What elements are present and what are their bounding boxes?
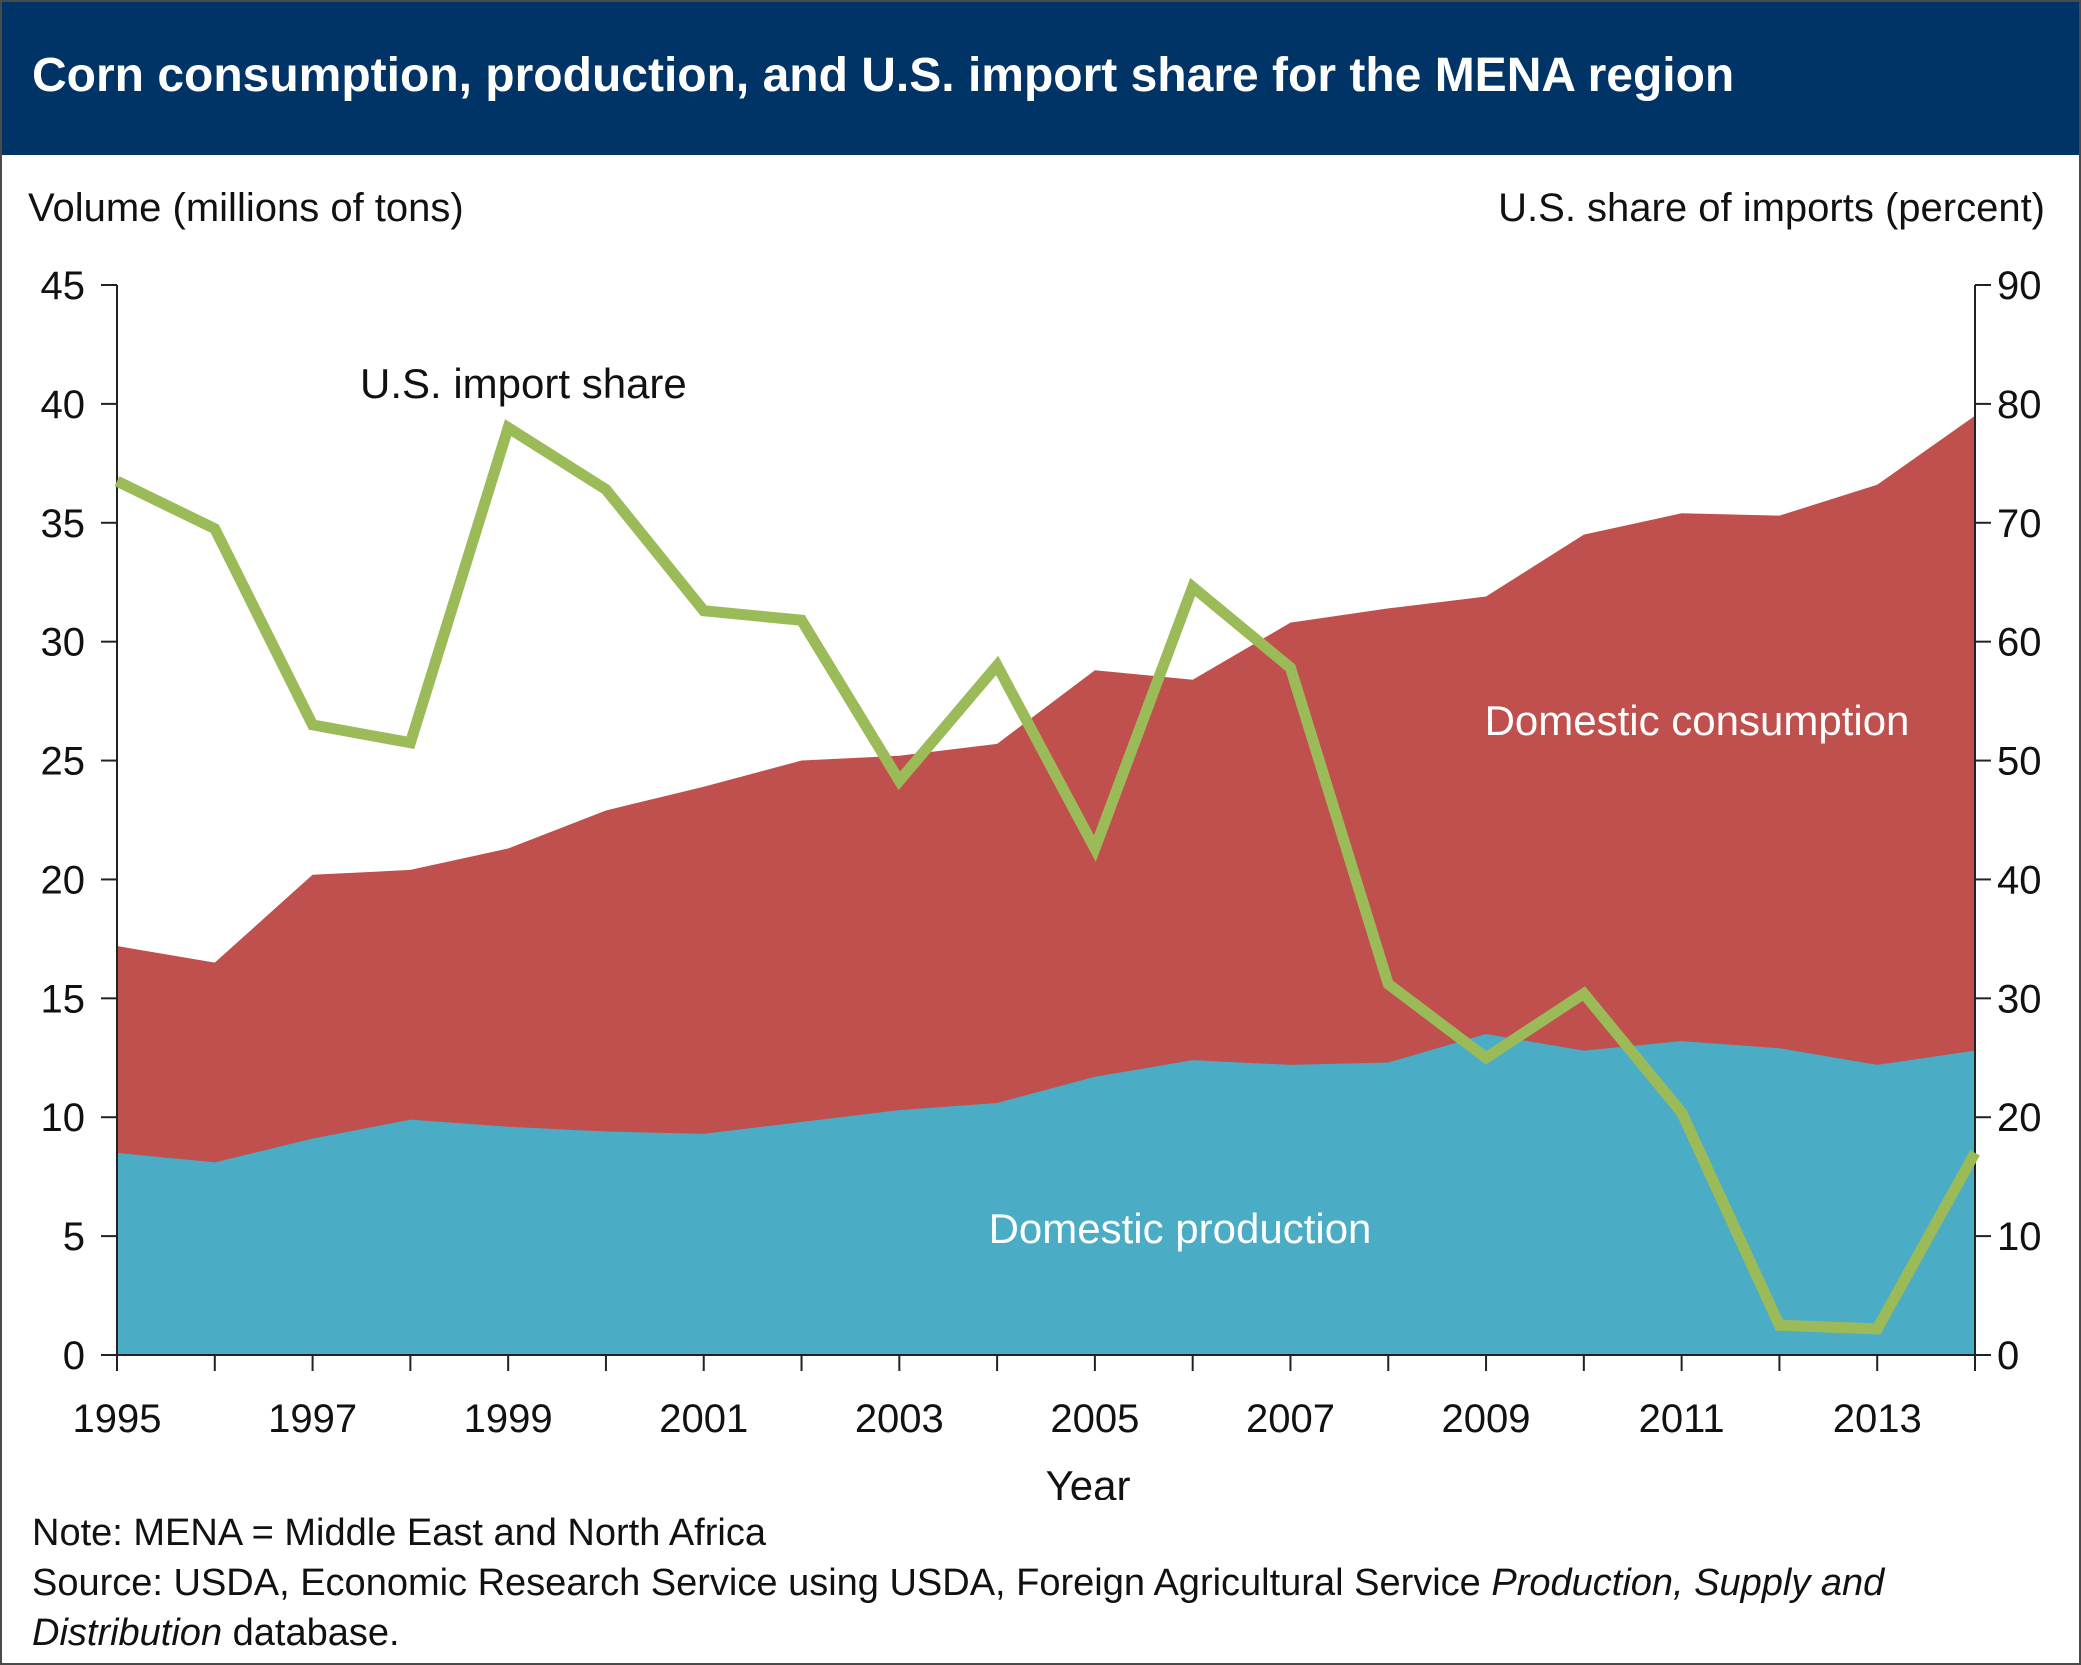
title-bar: Corn consumption, production, and U.S. i…	[0, 0, 2081, 155]
left-tick-label: 25	[41, 740, 86, 784]
right-tick-label: 90	[1997, 264, 2042, 308]
footnote-source-suffix: database.	[222, 1612, 400, 1654]
left-tick-label: 10	[41, 1096, 86, 1140]
x-tick-label: 2011	[1639, 1397, 1725, 1441]
import-share-line	[114, 419, 1980, 1335]
right-tick-label: 80	[1997, 383, 2042, 427]
production-label: Domestic production	[989, 1205, 1372, 1252]
footnote-source-italic-1: Production, Supply and	[1491, 1562, 1885, 1604]
footnote-note: Note: MENA = Middle East and North Afric…	[32, 1512, 766, 1554]
x-axis-title: Year	[1046, 1462, 1131, 1500]
left-tick-label: 30	[41, 621, 86, 665]
x-tick-label: 1995	[73, 1397, 162, 1441]
chart-plot: 0 5 10 15 20 25 30 35 40 45 0 10 20 30 40 50 60 70 80 90 199…	[41, 264, 2042, 1500]
production-area	[117, 1034, 1975, 1355]
left-tick-label: 0	[63, 1334, 85, 1378]
x-tick-label: 2001	[659, 1397, 748, 1441]
right-tick-label: 50	[1997, 740, 2042, 784]
left-tick-label: 15	[41, 977, 86, 1021]
right-axis-title: U.S. share of imports (percent)	[1498, 186, 2045, 230]
x-tick-label: 2003	[855, 1397, 944, 1441]
right-tick-label: 20	[1997, 1096, 2042, 1140]
right-tick-label: 0	[1997, 1334, 2019, 1378]
footer-notes: Note: MENA = Middle East and North Afric…	[32, 1508, 2062, 1658]
left-tick-label: 5	[63, 1215, 85, 1259]
right-tick-label: 10	[1997, 1215, 2042, 1259]
x-tick-label: 1997	[268, 1397, 357, 1441]
left-tick-label: 35	[41, 502, 86, 546]
right-tick-label: 30	[1997, 977, 2042, 1021]
footnote-source-italic-2: Distribution	[32, 1612, 223, 1654]
right-tick-label: 40	[1997, 858, 2042, 902]
consumption-label: Domestic consumption	[1485, 697, 1910, 744]
left-tick-label: 45	[41, 264, 86, 308]
footnote-source-line-2: Distribution database.	[32, 1608, 2062, 1658]
right-tick-label: 60	[1997, 621, 2042, 665]
right-tick-label: 70	[1997, 502, 2042, 546]
footnote-source-prefix: Source: USDA, Economic Research Service …	[32, 1562, 1492, 1604]
footnote-source-line: Source: USDA, Economic Research Service …	[32, 1558, 2062, 1608]
left-tick-label: 40	[41, 383, 86, 427]
x-tick-label: 2007	[1246, 1397, 1335, 1441]
import-share-label: U.S. import share	[360, 360, 687, 407]
x-tick-label: 2005	[1050, 1397, 1139, 1441]
x-tick-label: 1999	[464, 1397, 553, 1441]
left-tick-label: 20	[41, 858, 86, 902]
x-tick-label: 2013	[1833, 1397, 1922, 1441]
left-axis-title: Volume (millions of tons)	[28, 186, 464, 230]
chart-title: Corn consumption, production, and U.S. i…	[32, 49, 1735, 102]
x-tick-label: 2009	[1442, 1397, 1531, 1441]
